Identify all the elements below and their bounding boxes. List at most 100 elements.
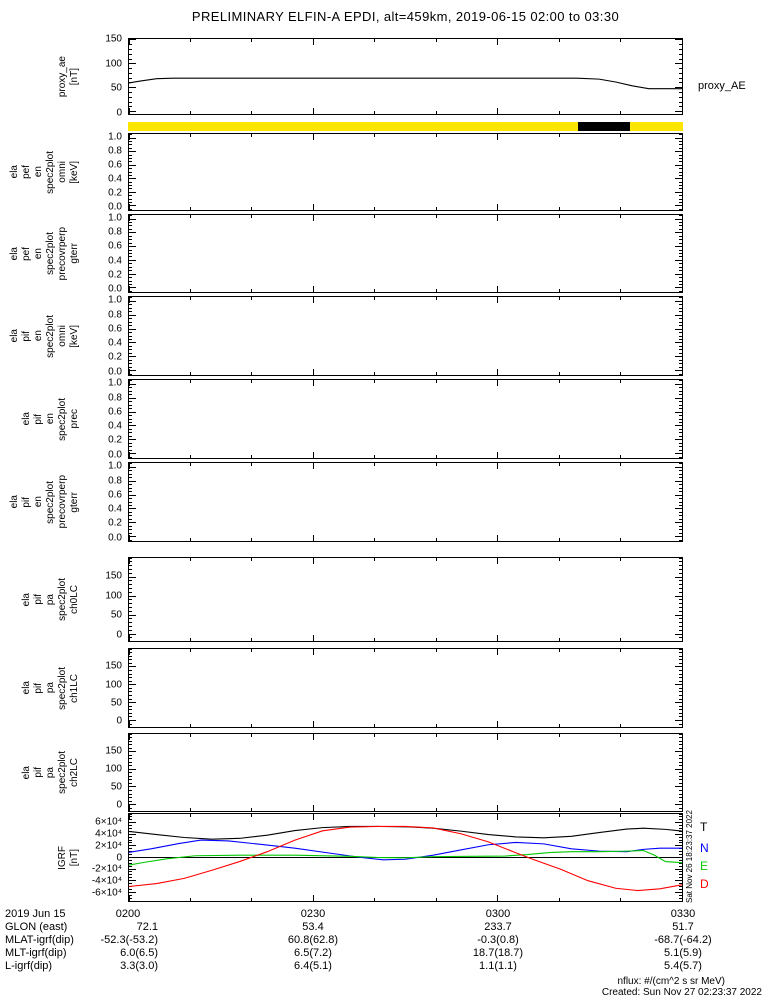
x-tick (497, 558, 499, 564)
y-tick (679, 539, 682, 541)
x-tick (681, 215, 683, 221)
bottom-row-label-l: L-igrf(dip) (5, 960, 53, 972)
y-tick (679, 387, 682, 389)
series-plot-igrf (129, 814, 682, 901)
ytick-label: -2×10⁴ (91, 863, 122, 875)
axis-title-line: en (33, 247, 44, 260)
y-tick (679, 92, 682, 93)
y-tick (679, 304, 682, 306)
ytick-labels-pif_pa_ch1LC: 0 50 100 150 (82, 648, 124, 728)
x-tick (128, 380, 130, 386)
y-tick (129, 359, 132, 361)
y-tick (679, 888, 682, 890)
y-tick (675, 494, 682, 496)
y-tick (129, 325, 132, 327)
ytick-label: 0 (116, 715, 122, 727)
y-tick (129, 494, 136, 496)
x-tick (189, 808, 191, 811)
x-tick (128, 452, 130, 458)
y-tick (129, 842, 132, 844)
y-tick (679, 484, 682, 486)
y-tick (675, 720, 682, 722)
x-tick (681, 535, 683, 541)
y-tick (679, 504, 682, 506)
x-tick (435, 289, 437, 292)
y-tick (679, 432, 682, 434)
ytick-label: 0.4 (108, 503, 122, 515)
y-tick (129, 659, 132, 661)
x-tick (189, 289, 191, 292)
y-tick (129, 720, 136, 722)
y-tick (679, 449, 682, 451)
value-mlat-0230: 60.8(62.8) (287, 934, 339, 946)
x-tick (189, 463, 191, 466)
x-tick (497, 734, 499, 740)
y-tick (129, 300, 136, 302)
y-tick (679, 737, 682, 739)
y-tick (679, 587, 682, 589)
x-tick (497, 204, 499, 210)
y-tick (129, 477, 132, 479)
y-tick (675, 702, 682, 704)
y-tick (679, 446, 682, 448)
y-tick (129, 883, 132, 885)
y-tick (675, 314, 682, 316)
y-tick (129, 168, 132, 170)
x-tick (681, 635, 683, 641)
y-tick (129, 498, 132, 500)
y-tick (129, 473, 132, 475)
y-tick (129, 387, 132, 389)
y-tick (675, 466, 682, 468)
y-tick (129, 277, 132, 279)
y-tick (679, 352, 682, 354)
y-tick (129, 356, 136, 358)
y-tick (679, 77, 682, 79)
x-tick (374, 380, 376, 383)
y-tick (129, 232, 136, 234)
y-tick (679, 797, 682, 799)
y-tick (129, 63, 136, 65)
axis-title-line: pif (21, 330, 32, 342)
y-tick (129, 522, 136, 524)
y-tick (679, 442, 682, 444)
y-tick (129, 283, 132, 285)
y-tick (679, 456, 682, 458)
legend-entry-N: N (700, 841, 709, 855)
plot-area-pif_en_prec (128, 379, 683, 459)
x-tick (374, 649, 376, 652)
y-tick (129, 198, 132, 200)
y-tick (679, 222, 682, 224)
x-tick (128, 286, 130, 292)
y-tick (129, 687, 132, 689)
y-tick (679, 800, 682, 802)
y-tick (129, 256, 132, 258)
x-tick (620, 538, 622, 541)
value-mlt-0230: 6.5(7.2) (294, 947, 332, 959)
value-l-0300: 1.1(1.1) (479, 960, 517, 972)
ytick-label: 150 (105, 660, 122, 672)
x-tick (189, 372, 191, 375)
y-tick (129, 680, 132, 682)
axis-title-pif_pa_ch1LC: ela pif pa spec2plot ch1LC (0, 648, 80, 728)
plot-area-pif_en_precovrperp_gterr (128, 462, 683, 542)
x-tick (435, 649, 437, 652)
y-tick (675, 63, 682, 65)
y-tick (679, 404, 682, 406)
y-tick (679, 687, 682, 689)
x-tick (435, 215, 437, 218)
x-tick (497, 635, 499, 641)
y-tick (679, 758, 682, 760)
x-tick (189, 207, 191, 210)
y-tick (679, 477, 682, 479)
x-tick (251, 538, 253, 541)
y-tick (679, 886, 682, 887)
y-tick (679, 208, 682, 210)
axis-title-line: pif (33, 594, 44, 605)
y-tick (129, 587, 132, 589)
x-tick (497, 215, 499, 221)
y-tick (679, 415, 682, 417)
y-tick (129, 215, 132, 217)
x-tick (558, 724, 560, 727)
y-tick (679, 140, 682, 142)
y-tick (129, 92, 132, 93)
